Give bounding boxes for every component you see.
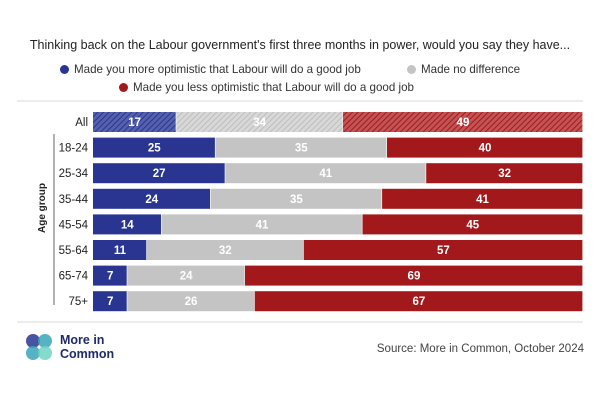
data-label-more-optimistic: 17: [128, 117, 141, 129]
legend-swatch-more-optimistic: [60, 65, 69, 74]
legend-label-less-optimistic: Made you less optimistic that Labour wil…: [133, 81, 414, 94]
legend-item-more-optimistic: Made you more optimistic that Labour wil…: [60, 63, 361, 76]
bar-less-optimistic: [426, 163, 583, 184]
data-label-more-optimistic: 14: [121, 219, 134, 231]
bar-less-optimistic: [254, 291, 583, 312]
bar-less-optimistic: [342, 112, 583, 132]
category-label: All: [75, 117, 88, 129]
data-label-no-difference: 35: [295, 143, 308, 155]
data-label-no-difference: 26: [185, 296, 198, 308]
bar-more-optimistic: [93, 291, 127, 312]
legend-item-less-optimistic: Made you less optimistic that Labour wil…: [119, 81, 414, 94]
category-label: 75+: [68, 296, 88, 308]
legend-label-no-difference: Made no difference: [421, 63, 521, 76]
bar-more-optimistic: [93, 188, 210, 209]
data-label-less-optimistic: 57: [437, 245, 450, 257]
brand-line-2: Common: [60, 347, 115, 361]
bar-no-difference: [127, 291, 255, 312]
data-label-less-optimistic: 32: [498, 168, 511, 180]
bar-less-optimistic: [362, 214, 583, 235]
bar-less-optimistic: [303, 240, 583, 260]
y-axis-label: Age group: [37, 183, 48, 233]
category-label: 55-64: [59, 245, 89, 257]
logo-circle: [38, 346, 52, 360]
bar-more-optimistic: [93, 163, 225, 184]
legend-label-more-optimistic: Made you more optimistic that Labour wil…: [74, 63, 361, 76]
bar-no-difference: [176, 112, 343, 132]
legend-swatch-less-optimistic: [119, 83, 128, 92]
data-label-no-difference: 35: [290, 194, 303, 206]
bar-more-optimistic: [93, 240, 147, 260]
logo-circle: [26, 334, 40, 348]
data-label-no-difference: 41: [319, 168, 332, 180]
data-label-no-difference: 32: [219, 245, 232, 257]
bar-less-optimistic: [244, 265, 583, 286]
data-label-less-optimistic: 40: [479, 143, 492, 155]
data-label-more-optimistic: 25: [148, 143, 161, 155]
data-label-no-difference: 41: [256, 219, 269, 231]
bar-more-optimistic: [93, 265, 127, 286]
brand-line-1: More in: [60, 333, 105, 347]
bar-no-difference: [161, 214, 362, 235]
chart-title: Thinking back on the Labour government's…: [29, 38, 571, 52]
logo-circle: [26, 346, 40, 360]
category-label: 35-44: [59, 194, 89, 206]
bar-more-optimistic: [93, 214, 161, 235]
data-label-no-difference: 34: [253, 117, 266, 129]
bar-no-difference: [127, 265, 245, 286]
data-label-no-difference: 24: [180, 271, 193, 283]
bar-less-optimistic: [387, 137, 583, 158]
category-label: 65-74: [59, 271, 89, 283]
data-label-more-optimistic: 7: [107, 271, 113, 283]
data-label-more-optimistic: 7: [107, 296, 113, 308]
data-label-less-optimistic: 69: [408, 271, 421, 283]
bar-no-difference: [225, 163, 426, 184]
bar-more-optimistic: [93, 137, 215, 158]
category-label: 45-54: [59, 219, 89, 231]
bar-less-optimistic: [382, 188, 583, 209]
bar-no-difference: [215, 137, 387, 158]
data-label-more-optimistic: 27: [153, 168, 166, 180]
bar-more-optimistic: [93, 112, 176, 132]
category-label: 25-34: [59, 168, 89, 180]
category-label: 18-24: [59, 143, 89, 155]
legend-item-no-difference: Made no difference: [407, 63, 520, 76]
source-note: Source: More in Common, October 2024: [376, 343, 584, 355]
brand-name: More in Common: [60, 333, 114, 361]
bar-no-difference: [146, 240, 304, 260]
data-label-less-optimistic: 41: [476, 194, 489, 206]
legend-swatch-no-difference: [407, 65, 416, 74]
data-label-less-optimistic: 45: [466, 219, 479, 231]
logo-circle: [38, 334, 52, 348]
more-in-common-logo: [26, 334, 52, 360]
data-label-less-optimistic: 49: [457, 117, 470, 129]
bar-no-difference: [210, 188, 382, 209]
data-label-less-optimistic: 67: [412, 296, 425, 308]
data-label-more-optimistic: 11: [114, 245, 127, 257]
data-label-more-optimistic: 24: [145, 194, 158, 206]
